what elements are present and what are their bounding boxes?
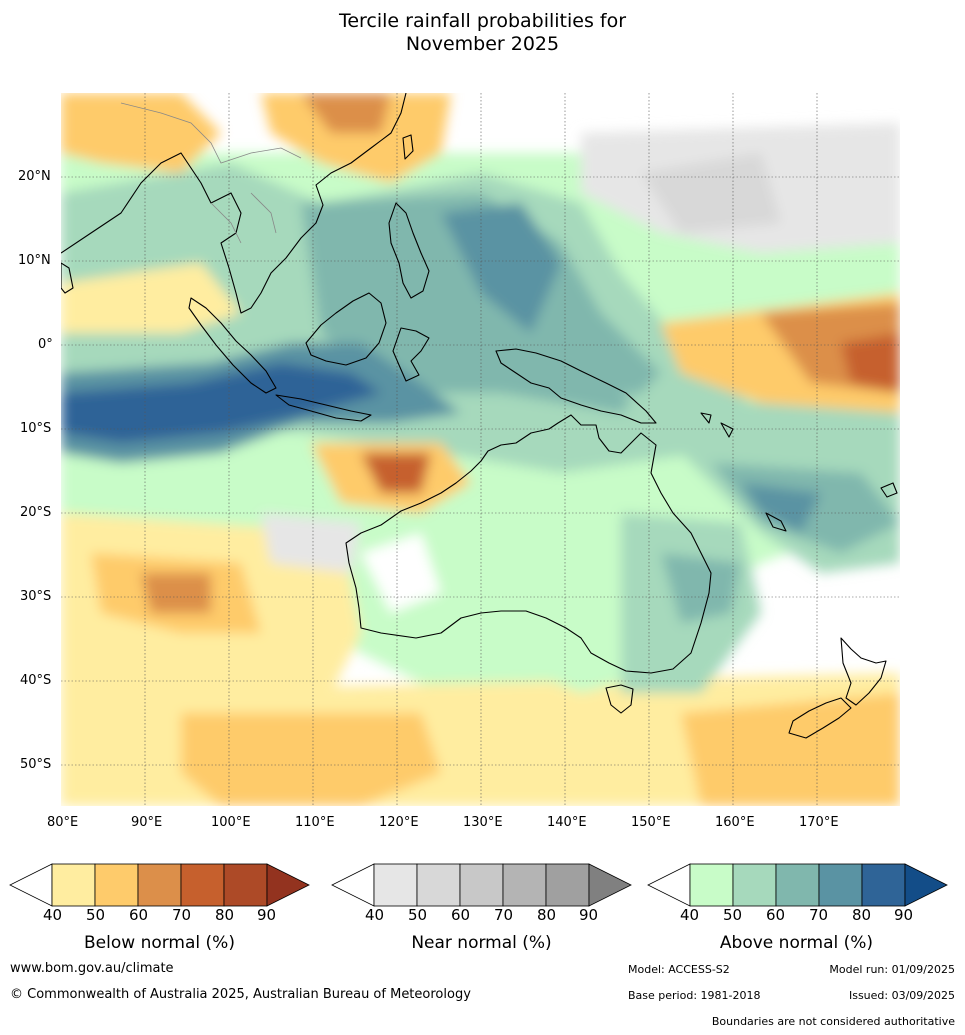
near-tick: 80: [537, 906, 557, 924]
above-tick: 70: [809, 906, 829, 924]
lat-tick-label: 10°S: [20, 421, 52, 436]
map-title-line1: Tercile rainfall probabilities for: [338, 10, 627, 32]
colorbar-segment: [373, 863, 418, 907]
colorbar-extend-low: [9, 863, 53, 907]
colorbar-extend-high: [266, 863, 310, 907]
colorbar-segment: [502, 863, 547, 907]
lon-tick-label: 170°E: [799, 815, 839, 830]
borneo-coastline: [305, 292, 387, 366]
issued-date: Issued: 03/09/2025: [848, 989, 955, 1002]
probability-shading: [61, 93, 900, 806]
lon-tick-label: 160°E: [715, 815, 755, 830]
model-name: Model: ACCESS-S2: [628, 963, 730, 976]
lon-tick-label: 140°E: [547, 815, 587, 830]
lat-tick-label: 10°N: [18, 253, 51, 268]
lat-tick-label: 20°N: [18, 169, 51, 184]
colorbar-segment: [223, 863, 268, 907]
bom-url: www.bom.gov.au/climate: [10, 961, 174, 976]
taiwan-coastline: [402, 134, 414, 160]
philippines-coastline: [388, 202, 430, 299]
colorbar-segment: [861, 863, 906, 907]
map-title-line2: November 2025: [405, 33, 560, 55]
sri-lanka-coastline: [61, 262, 74, 294]
model-run-date: Model run: 01/09/2025: [829, 963, 955, 976]
colorbar-segment: [775, 863, 820, 907]
near-normal-label: Near normal (%): [411, 933, 552, 953]
coastlines: [61, 93, 898, 739]
boundaries-disclaimer: Boundaries are not considered authoritat…: [711, 1015, 955, 1028]
near-normal-colorbar: [331, 863, 632, 907]
near-tick: 60: [451, 906, 471, 924]
colorbar-segment: [137, 863, 182, 907]
asia-mainland-coastline: [61, 93, 407, 314]
colorbar-segment: [689, 863, 734, 907]
colorbar-segment: [94, 863, 139, 907]
lat-tick-label: 50°S: [20, 757, 52, 772]
colorbar-segment: [416, 863, 461, 907]
lon-tick-label: 100°E: [211, 815, 251, 830]
colorbar-segment: [545, 863, 590, 907]
lon-tick-label: 130°E: [463, 815, 503, 830]
new-zealand-south-coastline: [788, 697, 852, 739]
lat-tick-label: 40°S: [20, 673, 52, 688]
java-coastline: [275, 394, 372, 422]
lon-tick-label: 150°E: [631, 815, 671, 830]
colorbar-extend-low: [331, 863, 375, 907]
near-tick: 50: [408, 906, 428, 924]
below-tick: 70: [172, 906, 192, 924]
colorbar-extend-low: [647, 863, 691, 907]
copyright-text: © Commonwealth of Australia 2025, Austra…: [10, 987, 471, 1002]
below-tick: 40: [43, 906, 63, 924]
map-title: Tercile rainfall probabilities for Novem…: [0, 10, 965, 56]
base-period: Base period: 1981-2018: [628, 989, 761, 1002]
below-tick: 80: [215, 906, 235, 924]
above-tick: 50: [723, 906, 743, 924]
below-tick: 50: [86, 906, 106, 924]
colorbar-extend-high: [904, 863, 948, 907]
australia-coastline: [345, 414, 712, 674]
near-tick: 70: [494, 906, 514, 924]
lon-tick-label: 120°E: [379, 815, 419, 830]
lat-tick-label: 30°S: [20, 589, 52, 604]
near-tick: 90: [579, 906, 599, 924]
new-zealand-north-coastline: [840, 637, 887, 706]
above-normal-colorbar: [647, 863, 948, 907]
tasmania-coastline: [605, 684, 634, 714]
colorbar-segment: [818, 863, 863, 907]
near-tick: 40: [365, 906, 385, 924]
above-tick: 80: [852, 906, 872, 924]
above-tick: 60: [766, 906, 786, 924]
below-normal-colorbar: [9, 863, 310, 907]
above-tick: 90: [894, 906, 914, 924]
colorbar-extend-high: [588, 863, 632, 907]
new-guinea-coastline: [495, 348, 657, 424]
sumatra-coastline: [188, 297, 277, 394]
country-borders: [120, 102, 302, 244]
below-normal-label: Below normal (%): [84, 933, 235, 953]
above-normal-label: Above normal (%): [719, 933, 874, 953]
lat-tick-label: 20°S: [20, 505, 52, 520]
colorbar-segment: [51, 863, 96, 907]
below-tick: 60: [129, 906, 149, 924]
lon-tick-label: 90°E: [131, 815, 163, 830]
colorbar-segment: [180, 863, 225, 907]
colorbars: [9, 863, 948, 907]
lon-tick-label: 110°E: [295, 815, 335, 830]
colorbar-segment: [459, 863, 504, 907]
below-tick: 90: [257, 906, 277, 924]
lon-tick-label: 80°E: [47, 815, 79, 830]
above-tick: 40: [680, 906, 700, 924]
sulawesi-coastline: [392, 327, 430, 382]
rainfall-probability-map: [61, 93, 900, 806]
lat-tick-label: 0°: [38, 337, 53, 352]
colorbar-segment: [732, 863, 777, 907]
